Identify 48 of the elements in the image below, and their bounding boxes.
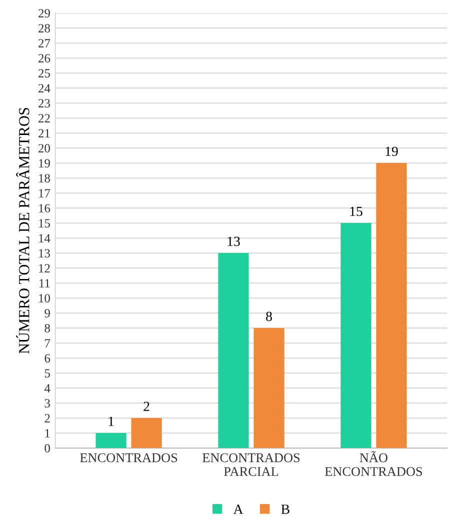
y-tick-label: 6	[44, 354, 50, 363]
legend-label: A	[233, 504, 244, 514]
y-tick-label: 7	[45, 339, 50, 348]
legend-label: B	[281, 504, 290, 514]
bar	[218, 253, 249, 448]
bar	[254, 328, 284, 448]
y-tick-label: 10	[39, 294, 50, 303]
y-tick-label: 15	[39, 219, 50, 228]
y-tick-label: 14	[39, 234, 50, 242]
y-tick-label: 16	[39, 204, 50, 212]
y-tick-label: 29	[38, 9, 50, 18]
data-label: 15	[350, 206, 362, 216]
y-tick-label: 0	[44, 444, 50, 453]
y-axis-title: NÚMERO TOTAL DE PARÂMETROS	[16, 108, 30, 354]
y-tick-label: 26	[38, 54, 50, 62]
data-label: 8	[266, 312, 272, 322]
bar	[340, 223, 372, 448]
x-tick-label: ENCONTRADOS	[80, 453, 178, 462]
data-label: 13	[228, 236, 240, 246]
y-tick-label: 13	[39, 249, 50, 258]
y-tick-label: 28	[38, 24, 50, 32]
y-tick-label: 4	[44, 384, 50, 392]
y-tick-label: 23	[38, 99, 50, 108]
y-tick-label: 20	[38, 144, 50, 152]
x-tick-label: ENCONTRADOS PARCIAL	[202, 453, 300, 476]
x-tick-label: NÃO ENCONTRADOS	[324, 451, 422, 476]
y-tick-label: 19	[39, 159, 50, 168]
y-tick-label: 5	[44, 369, 50, 378]
y-tick-label: 22	[38, 114, 50, 122]
y-tick-label: 8	[44, 324, 50, 333]
y-tick-label: 3	[44, 399, 50, 408]
y-tick-label: 25	[38, 69, 50, 78]
y-tick-label: 9	[44, 309, 50, 318]
data-label: 2	[144, 402, 150, 411]
data-label: 1	[108, 416, 114, 426]
y-tick-label: 21	[38, 129, 50, 138]
y-tick-label: 2	[44, 414, 50, 422]
y-tick-label: 18	[39, 174, 50, 182]
bar	[96, 433, 126, 448]
y-tick-label: 24	[38, 84, 50, 92]
data-label: 19	[386, 146, 398, 156]
y-tick-label: 12	[39, 264, 50, 272]
y-tick-label: 27	[38, 39, 50, 48]
y-tick-label: 1	[45, 429, 50, 438]
bar	[376, 163, 407, 448]
y-tick-label: 17	[39, 189, 50, 198]
bar	[131, 418, 162, 448]
y-tick-label: 11	[40, 279, 50, 288]
